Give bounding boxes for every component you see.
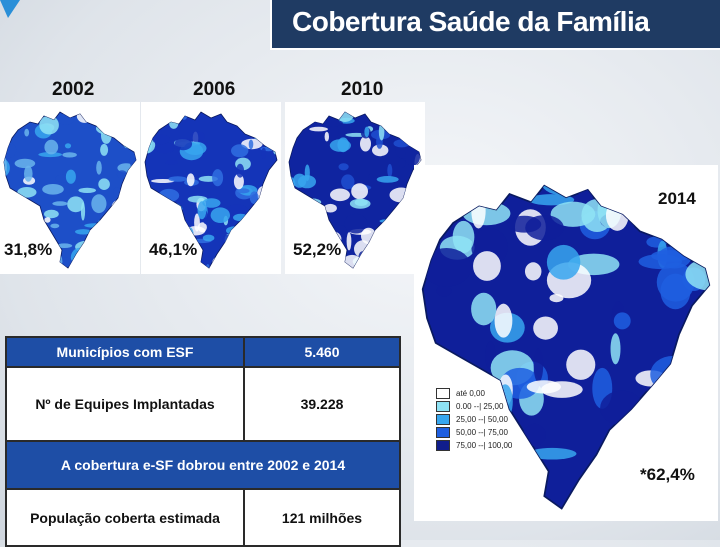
coverage-2006: 46,1% (149, 240, 198, 259)
map-2002 (0, 102, 140, 274)
legend-item: 0.00 --| 25,00 (436, 400, 536, 412)
municipios-value: 5.460 (243, 336, 401, 368)
map-legend: até 0,00 0.00 --| 25,00 25,00 --| 50,00 … (436, 387, 536, 452)
legend-swatch (436, 426, 450, 438)
table-row: Nº de Equipes Implantadas 39.228 (5, 366, 401, 442)
page-title: Cobertura Saúde da Família (292, 6, 650, 37)
year-label-2014: 2014 (658, 189, 696, 208)
coverage-2002: 31,8% (4, 240, 53, 259)
equipes-label: Nº de Equipes Implantadas (5, 366, 245, 442)
map-2006 (141, 102, 281, 274)
year-label-2006: 2006 (193, 79, 236, 100)
legend-swatch (436, 387, 450, 399)
legend-item: 25,00 --| 50,00 (436, 413, 536, 425)
year-label-2002: 2002 (52, 79, 95, 100)
populacao-value: 121 milhões (243, 488, 401, 547)
logo-corner-mark (0, 0, 22, 20)
table-row: Municípios com ESF 5.460 (5, 336, 401, 368)
coverage-2014: *62,4% (640, 465, 695, 484)
legend-swatch (436, 413, 450, 425)
map-2014: 2014 *62,4% (414, 165, 718, 521)
populacao-label: População coberta estimada (5, 488, 245, 547)
legend-item: até 0,00 (436, 387, 536, 399)
table-row: A cobertura e-SF dobrou entre 2002 e 201… (5, 440, 401, 490)
coverage-2010: 52,2% (293, 240, 342, 259)
legend-item: 50,00 --| 75,00 (436, 426, 536, 438)
legend-item: 75,00 --| 100,00 (436, 439, 536, 451)
municipios-label: Municípios com ESF (5, 336, 245, 368)
stats-table: Municípios com ESF 5.460 Nº de Equipes I… (5, 336, 401, 547)
legend-swatch (436, 439, 450, 451)
table-row: População coberta estimada 121 milhões (5, 488, 401, 547)
title-bar: Cobertura Saúde da Família (270, 0, 720, 50)
legend-swatch (436, 400, 450, 412)
year-label-2010: 2010 (341, 79, 384, 100)
coverage-banner: A cobertura e-SF dobrou entre 2002 e 201… (5, 440, 401, 490)
equipes-value: 39.228 (243, 366, 401, 442)
